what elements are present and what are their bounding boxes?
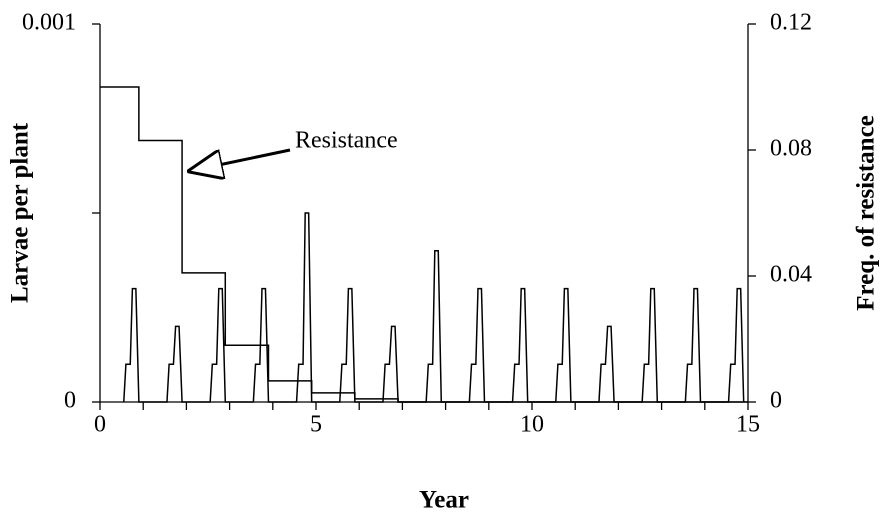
x-tick-label: 15: [736, 412, 760, 438]
y2-tick-label: 0.04: [770, 262, 812, 288]
y2-tick-label: 0: [770, 388, 782, 414]
annotation-arrow: [190, 148, 291, 171]
data-line: [100, 86, 748, 403]
x-tick-label: 0: [94, 412, 106, 438]
y-axis-label: Larvae per plant: [7, 122, 34, 303]
data-line: [123, 212, 745, 403]
x-axis-label: Year: [419, 487, 469, 514]
x-tick-label: 10: [520, 412, 544, 438]
y2-axis-label: Freq. of resistance: [853, 115, 880, 311]
x-tick-label: 5: [310, 412, 322, 438]
annotation: Resistance: [295, 128, 398, 154]
y-tick-label: 0: [64, 388, 76, 414]
y-tick-label: 0.001: [22, 10, 76, 36]
y2-tick-label: 0.08: [770, 136, 812, 162]
y2-tick-label: 0.12: [770, 10, 812, 36]
